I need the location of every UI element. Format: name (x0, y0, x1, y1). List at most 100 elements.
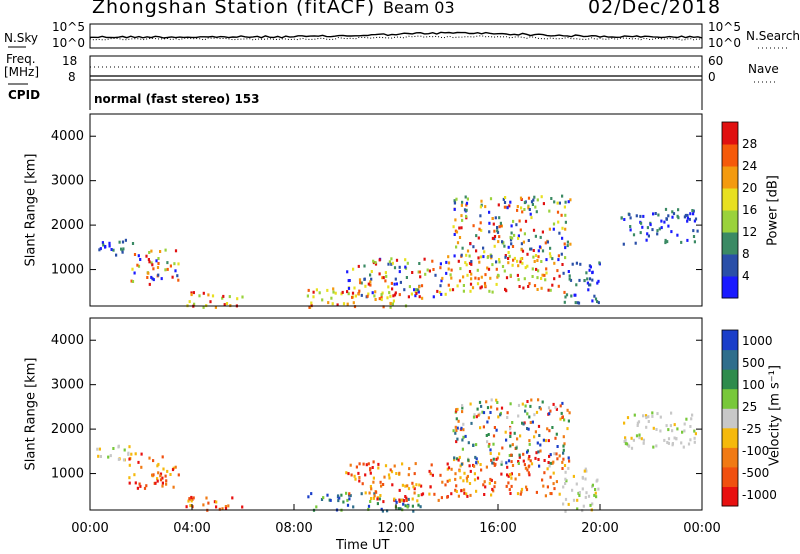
heatmap-cell (480, 275, 483, 279)
heatmap-cell (393, 293, 397, 297)
heatmap-cell (593, 493, 596, 497)
heatmap-cell (507, 459, 511, 463)
heatmap-cell (562, 485, 565, 489)
y-tick-label: 2000 (51, 422, 84, 437)
heatmap-cell (494, 481, 497, 485)
heatmap-cell (455, 417, 458, 421)
heatmap-cell (628, 213, 631, 217)
heatmap-cell (157, 471, 160, 475)
heatmap-cell (498, 452, 501, 456)
heatmap-cell (346, 290, 349, 294)
heatmap-cell (130, 452, 133, 456)
x-tick-label: 12:00 (377, 521, 414, 536)
heatmap-cell (412, 509, 415, 513)
heatmap-cell (526, 252, 529, 256)
heatmap-cell (652, 212, 655, 216)
colorbar-frame (721, 329, 739, 507)
heatmap-cell (523, 232, 526, 236)
colorbar-tick-label: 100 (742, 378, 765, 392)
heatmap-cell (470, 277, 473, 281)
heatmap-cell (552, 222, 556, 226)
heatmap-cell (185, 505, 188, 509)
heatmap-cell (524, 409, 527, 413)
heatmap-cell (680, 240, 683, 244)
heatmap-cell (99, 455, 102, 458)
heatmap-cell (529, 404, 532, 408)
heatmap-cell (371, 466, 374, 469)
heatmap-cell (575, 482, 578, 486)
heatmap-cell (349, 463, 352, 467)
heatmap-cell (567, 466, 570, 470)
heatmap-cell (651, 228, 654, 232)
heatmap-cell (165, 482, 168, 486)
heatmap-cell (450, 467, 453, 471)
heatmap-cell (413, 472, 416, 476)
heatmap-cell (588, 283, 591, 287)
heatmap-cell (447, 261, 451, 265)
heatmap-cell (121, 250, 124, 254)
heatmap-cell (115, 253, 118, 257)
heatmap-cell (646, 232, 649, 236)
heatmap-cell (462, 435, 465, 439)
heatmap-cell (528, 473, 531, 477)
heatmap-cell (453, 199, 456, 203)
heatmap-cell (566, 244, 569, 248)
heatmap-cell (458, 455, 461, 459)
heatmap-cell (468, 482, 472, 485)
heatmap-cell (490, 478, 493, 482)
heatmap-cell (380, 295, 383, 299)
heatmap-cell (214, 305, 217, 309)
heatmap-cell (362, 462, 365, 466)
heatmap-cell (120, 247, 123, 251)
heatmap-cell (174, 249, 178, 253)
heatmap-cell (535, 210, 538, 214)
heatmap-cell (404, 258, 407, 262)
date-label: 02/Dec/2018 (588, 0, 722, 18)
heatmap-cell (337, 499, 340, 503)
heatmap-cell (348, 492, 351, 496)
heatmap-cell (517, 462, 520, 465)
heatmap-cell (671, 429, 674, 433)
heatmap-cell (486, 406, 490, 410)
heatmap-cell (543, 471, 546, 475)
heatmap-cell (342, 302, 346, 306)
heatmap-cell (556, 445, 559, 448)
heatmap-cell (503, 205, 506, 209)
heatmap-cell (656, 412, 659, 416)
heatmap-cell (379, 480, 382, 484)
heatmap-cell (623, 218, 626, 221)
heatmap-cell (624, 442, 627, 446)
heatmap-cell (501, 240, 504, 244)
heatmap-cell (532, 249, 535, 252)
heatmap-cell (480, 199, 483, 203)
heatmap-cell (541, 478, 544, 482)
heatmap-cell (673, 423, 676, 427)
heatmap-cell (536, 259, 539, 262)
heatmap-cell (552, 227, 555, 231)
heatmap-cell (495, 282, 498, 286)
heatmap-cell (400, 498, 403, 502)
heatmap-cell (524, 466, 527, 470)
heatmap-cell (499, 413, 502, 417)
heatmap-cell (544, 278, 547, 282)
heatmap-cell (646, 226, 649, 230)
heatmap-cell (152, 267, 155, 271)
heatmap-cell (507, 257, 510, 260)
heatmap-cell (369, 280, 372, 284)
heatmap-cell (486, 266, 489, 270)
heatmap-cell (547, 461, 550, 464)
heatmap-cell (365, 463, 368, 467)
heatmap-cell (568, 274, 571, 278)
heatmap-cell (567, 502, 570, 506)
heatmap-cell (515, 446, 518, 450)
heatmap-cell (227, 504, 230, 508)
heatmap-cell (488, 442, 491, 446)
heatmap-cell (452, 225, 455, 229)
nsky-label: N.Sky (4, 31, 39, 45)
heatmap-cell (398, 293, 401, 297)
nave-label: Nave (748, 62, 779, 76)
heatmap-cell (582, 504, 585, 508)
velocity-heatmap (96, 398, 697, 513)
heatmap-cell (557, 284, 560, 288)
